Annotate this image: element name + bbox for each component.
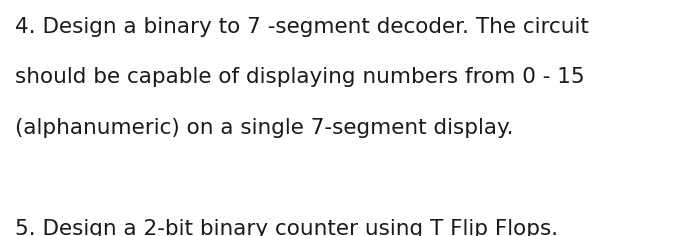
Text: 5. Design a 2-bit binary counter using T Flip Flops.: 5. Design a 2-bit binary counter using T…	[15, 219, 559, 236]
Text: (alphanumeric) on a single 7-segment display.: (alphanumeric) on a single 7-segment dis…	[15, 118, 514, 138]
Text: should be capable of displaying numbers from 0 - 15: should be capable of displaying numbers …	[15, 67, 585, 87]
Text: 4. Design a binary to 7 -segment decoder. The circuit: 4. Design a binary to 7 -segment decoder…	[15, 17, 589, 37]
